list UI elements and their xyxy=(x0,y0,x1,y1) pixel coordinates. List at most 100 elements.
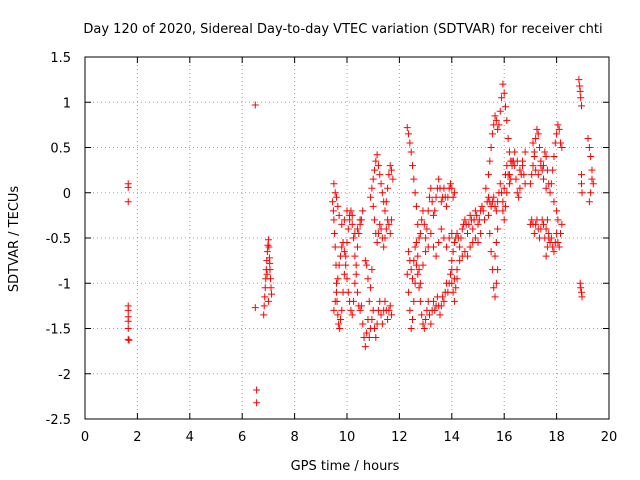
data-point xyxy=(381,297,389,305)
data-point xyxy=(491,112,499,120)
data-point xyxy=(436,311,444,319)
data-point xyxy=(410,297,418,305)
data-point xyxy=(584,134,592,142)
data-point xyxy=(416,229,424,237)
data-point xyxy=(388,216,396,224)
data-point xyxy=(382,198,390,206)
data-point xyxy=(330,216,338,224)
y-tick-label: -2 xyxy=(58,368,71,383)
data-point xyxy=(361,343,369,351)
data-point xyxy=(334,202,342,210)
data-point xyxy=(266,275,274,283)
data-point xyxy=(403,124,411,132)
data-point xyxy=(511,162,519,170)
data-point xyxy=(357,302,365,310)
x-tick-label: 6 xyxy=(238,430,246,445)
data-point xyxy=(542,153,550,161)
data-point xyxy=(344,225,352,233)
data-point xyxy=(453,229,461,237)
data-point xyxy=(359,320,367,328)
data-point xyxy=(428,198,436,206)
data-point xyxy=(491,252,499,260)
data-point xyxy=(264,241,272,249)
data-point xyxy=(577,288,585,296)
data-point xyxy=(492,207,500,215)
data-point xyxy=(505,180,513,188)
data-point xyxy=(458,225,466,233)
data-point xyxy=(344,288,352,296)
data-point xyxy=(410,257,418,265)
data-point xyxy=(558,144,566,151)
data-point xyxy=(372,157,380,165)
plot-frame xyxy=(84,56,610,420)
data-point xyxy=(448,184,456,192)
data-point xyxy=(385,171,393,179)
data-point xyxy=(466,211,474,219)
data-point xyxy=(487,144,495,151)
data-point xyxy=(457,234,465,242)
y-axis-label: SDTVAR / TECUs xyxy=(7,186,22,293)
data-point xyxy=(486,157,494,165)
y-tick-label: 1.5 xyxy=(50,51,71,66)
data-point xyxy=(364,275,372,283)
data-point xyxy=(481,216,489,224)
data-point xyxy=(363,329,371,337)
data-point xyxy=(474,220,482,228)
data-point xyxy=(369,202,377,210)
data-point xyxy=(373,151,381,159)
data-point xyxy=(125,336,133,344)
data-point xyxy=(465,220,473,228)
data-point xyxy=(490,193,498,201)
data-point xyxy=(550,198,558,206)
data-point xyxy=(412,239,420,247)
data-point xyxy=(329,207,337,215)
data-point xyxy=(422,248,430,256)
data-point xyxy=(473,211,481,219)
data-point xyxy=(420,325,428,332)
data-point xyxy=(415,266,423,274)
data-point xyxy=(339,239,347,247)
data-point xyxy=(351,229,359,237)
data-point xyxy=(550,153,558,161)
data-point xyxy=(350,234,358,242)
data-point xyxy=(412,261,420,269)
data-point xyxy=(543,216,551,224)
data-point xyxy=(267,284,275,292)
data-point xyxy=(415,234,423,242)
data-point xyxy=(484,211,492,219)
data-point xyxy=(371,216,379,224)
x-tick-label: 4 xyxy=(186,430,194,445)
data-point xyxy=(585,198,593,206)
data-point xyxy=(368,266,376,274)
data-point xyxy=(264,297,272,305)
data-point xyxy=(494,225,502,233)
data-point xyxy=(437,302,445,310)
data-point xyxy=(443,202,451,210)
data-point xyxy=(405,248,413,256)
data-point xyxy=(251,101,259,109)
data-point xyxy=(557,229,565,237)
data-point xyxy=(542,252,550,260)
data-point xyxy=(335,320,343,328)
data-point xyxy=(555,243,563,251)
data-point xyxy=(540,175,547,183)
data-point xyxy=(495,121,503,129)
data-point xyxy=(388,166,396,174)
data-point xyxy=(268,290,276,298)
data-point xyxy=(336,325,344,332)
data-point xyxy=(432,252,440,260)
data-point xyxy=(448,257,456,265)
data-point xyxy=(340,248,348,256)
x-tick-label: 2 xyxy=(133,430,141,445)
data-point xyxy=(260,302,268,310)
data-point xyxy=(532,220,540,228)
data-point xyxy=(427,320,435,328)
data-point xyxy=(351,279,359,287)
data-point xyxy=(499,198,507,206)
data-point xyxy=(406,306,414,314)
data-point xyxy=(426,311,434,319)
data-point xyxy=(453,275,461,283)
data-point xyxy=(576,279,584,287)
data-point xyxy=(406,139,414,147)
chart-title: Day 120 of 2020, Sidereal Day-to-day VTE… xyxy=(83,22,602,37)
